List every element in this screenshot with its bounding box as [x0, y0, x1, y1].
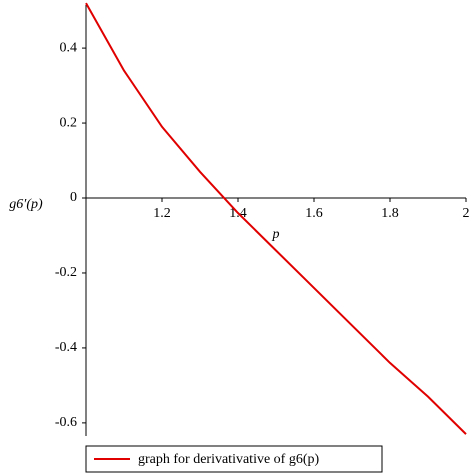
x-tick-label: 1.2	[153, 206, 171, 221]
x-tick-label: 2	[463, 206, 470, 221]
y-tick-label: 0.2	[60, 115, 78, 130]
y-tick-label: -0.4	[55, 340, 77, 355]
y-axis-label: g6′(p)	[9, 197, 43, 212]
x-axis-label: p	[272, 227, 280, 242]
y-tick-label: 0.4	[60, 40, 78, 55]
x-tick-label: 1.8	[381, 206, 399, 221]
legend-label: graph for derivativative of g6(p)	[138, 452, 319, 467]
legend-box	[85, 445, 383, 473]
y-tick-label: -0.6	[55, 415, 77, 430]
y-tick-label: 0	[70, 190, 77, 205]
x-tick-label: 1.6	[305, 206, 323, 221]
line	[85, 2, 467, 435]
y-tick-label: -0.2	[55, 265, 77, 280]
